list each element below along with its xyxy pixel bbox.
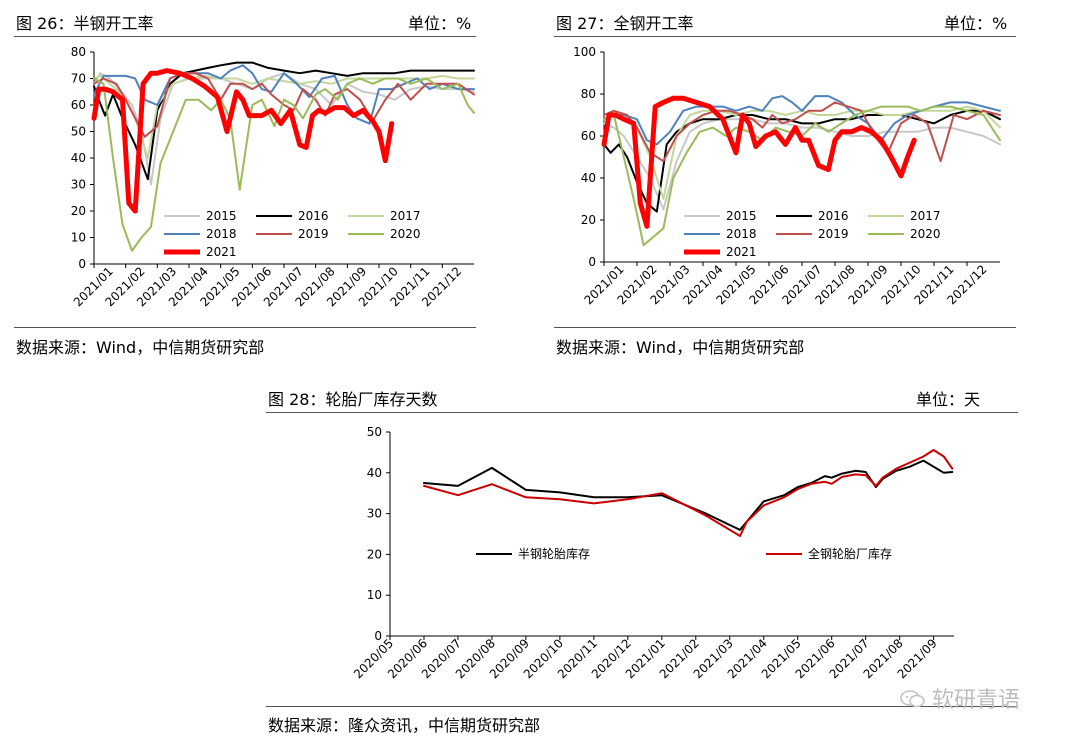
c1-y-tick-label: 0 <box>78 257 86 271</box>
chart3-plot: 010203040502020/052020/062020/072020/082… <box>351 425 954 681</box>
c1-legend-label: 2018 <box>206 227 237 241</box>
c1-series-line-2021 <box>91 68 395 214</box>
c3-legend-label: 半钢轮胎库存 <box>518 546 590 561</box>
c1-y-tick-label: 70 <box>71 72 86 86</box>
c3-y-tick-label: 30 <box>367 507 382 521</box>
c1-legend-label: 2020 <box>390 227 421 241</box>
c3-legend-label: 全钢轮胎厂库存 <box>808 546 892 561</box>
c3-series-line-全钢轮胎厂库存 <box>423 449 954 537</box>
c2-y-tick-label: 20 <box>581 213 596 227</box>
watermark-text: 软研青语 <box>932 688 1021 713</box>
c2-legend-label: 2016 <box>818 209 849 223</box>
c1-y-tick-label: 20 <box>71 204 86 218</box>
c2-series-line-2021 <box>601 95 917 229</box>
c2-legend-label: 2019 <box>818 227 849 241</box>
chart3-source: 数据来源：隆众资讯，中信期货研究部 <box>268 716 541 735</box>
c2-series-line-2017 <box>603 105 1001 200</box>
c2-y-tick-label: 80 <box>581 87 596 101</box>
c3-y-tick-label: 10 <box>367 588 382 602</box>
chart1-bottom-rule <box>14 327 476 328</box>
c1-legend-label: 2015 <box>206 209 237 223</box>
c3-series-line-半钢轮胎库存 <box>423 459 954 531</box>
chart1-source: 数据来源：Wind，中信期货研究部 <box>16 338 265 357</box>
watermark: 软研青语 <box>900 682 1020 714</box>
c2-legend-label: 2015 <box>726 209 757 223</box>
c1-y-tick-label: 40 <box>71 151 86 165</box>
c2-series-line-2018 <box>603 95 1001 146</box>
c2-legend-label: 2021 <box>726 245 757 259</box>
c3-y-tick-label: 40 <box>367 466 382 480</box>
c3-y-tick-label: 20 <box>367 547 382 561</box>
chart1-unit: 单位：% <box>408 14 472 33</box>
wechat-icon <box>900 690 925 708</box>
c1-y-tick-label: 10 <box>71 231 86 245</box>
chart3-unit: 单位：天 <box>916 390 981 409</box>
c2-y-tick-label: 40 <box>581 171 596 185</box>
c1-legend-label: 2017 <box>390 209 421 223</box>
c2-series-line-2020 <box>603 105 1001 247</box>
chart3-top-rule <box>266 412 1018 413</box>
c2-y-tick-label: 0 <box>588 255 596 269</box>
chart1-title: 图 26：半钢开工率 <box>16 14 154 33</box>
c2-y-tick-label: 100 <box>573 45 596 59</box>
c1-legend-label: 2019 <box>298 227 329 241</box>
c1-y-tick-label: 50 <box>71 125 86 139</box>
c2-series-line-2019 <box>603 101 1001 163</box>
c1-y-tick-label: 80 <box>71 45 86 59</box>
c3-y-tick-label: 0 <box>374 629 382 643</box>
chart3-title: 图 28：轮胎厂库存天数 <box>268 390 438 409</box>
chart2-plot: 0204060801002021/012021/022021/032021/04… <box>573 45 1001 307</box>
chart2-bottom-rule <box>554 327 1016 328</box>
c1-series-line-2020 <box>93 77 475 252</box>
c2-legend-label: 2020 <box>910 227 941 241</box>
c1-series-line-2015 <box>93 72 475 186</box>
chart1-top-rule <box>14 36 476 37</box>
chart1-plot: 010203040506070802021/012021/022021/0320… <box>71 45 475 309</box>
c2-legend-label: 2017 <box>910 209 941 223</box>
c3-y-tick-label: 50 <box>367 425 382 439</box>
c1-y-tick-label: 30 <box>71 178 86 192</box>
c1-y-tick-label: 60 <box>71 98 86 112</box>
chart2-top-rule <box>554 36 1016 37</box>
chart2-source: 数据来源：Wind，中信期货研究部 <box>556 338 805 357</box>
c1-series-line-2019 <box>93 72 475 138</box>
chart2-unit: 单位：% <box>944 14 1008 33</box>
c1-legend-label: 2021 <box>206 245 237 259</box>
c1-series-line-2016 <box>93 61 475 181</box>
chart2-title: 图 27：全钢开工率 <box>556 14 694 33</box>
chart3-bottom-rule <box>266 706 1018 707</box>
c2-legend-label: 2018 <box>726 227 757 241</box>
c2-y-tick-label: 60 <box>581 129 596 143</box>
c1-legend-label: 2016 <box>298 209 329 223</box>
